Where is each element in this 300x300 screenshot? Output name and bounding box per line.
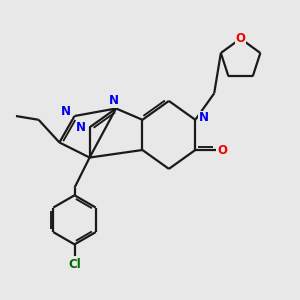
Text: Cl: Cl [68, 257, 81, 271]
Text: N: N [61, 105, 71, 118]
Text: N: N [199, 111, 208, 124]
Text: N: N [76, 121, 86, 134]
Text: O: O [236, 32, 246, 45]
Text: O: O [218, 143, 228, 157]
Text: N: N [109, 94, 119, 107]
